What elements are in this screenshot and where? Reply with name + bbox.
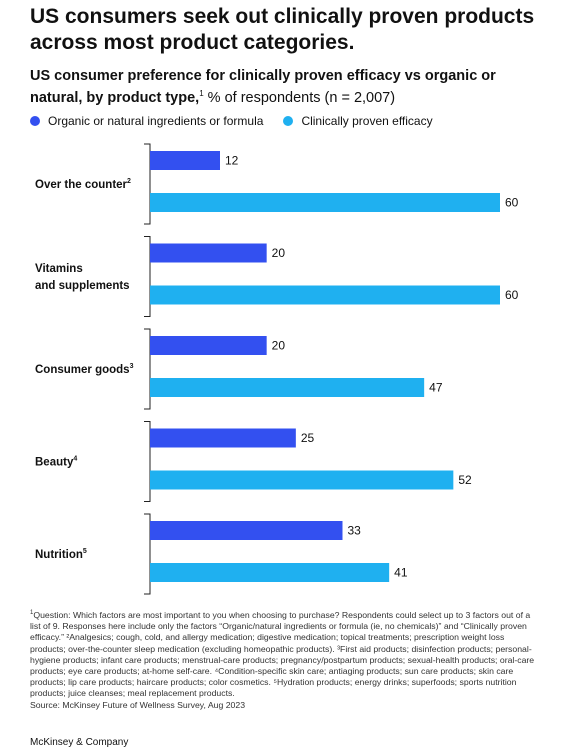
legend-swatch-clinical: [283, 116, 294, 126]
footnote-text: Question: Which factors are most importa…: [30, 609, 535, 699]
subtitle-rest: % of respondents (n = 2,007): [203, 89, 396, 106]
category-label: Nutrition5: [35, 548, 87, 561]
bar-organic: [150, 521, 343, 540]
category-label: Beauty4: [35, 456, 77, 469]
legend-label-clinical: Clinically proven efficacy: [301, 114, 433, 128]
bar-organic: [150, 151, 220, 170]
bar-clinical: [150, 563, 390, 582]
legend-item-organic: Organic or natural ingredients or formul…: [30, 114, 263, 128]
category-label: Over the counter2: [35, 178, 131, 191]
brand-logo-text: McKinsey & Company: [30, 737, 129, 748]
subtitle-footnote-ref: 1: [199, 89, 204, 98]
data-label: 12: [225, 154, 239, 168]
category-label: Vitamins and supplements: [35, 263, 130, 292]
data-label: 60: [505, 288, 519, 302]
category-label: Consumer goods3: [35, 363, 134, 376]
footnote-ref: 1: [30, 610, 34, 616]
chart-legend: Organic or natural ingredients or formul…: [30, 114, 453, 128]
category-bracket: [144, 236, 151, 317]
page-title: US consumers seek out clinically proven …: [30, 5, 535, 54]
data-label: 41: [394, 566, 408, 580]
category-bracket: [144, 143, 151, 225]
bar-clinical: [150, 470, 454, 490]
bar-clinical: [150, 378, 425, 397]
chart-subtitle: US consumer preference for clinically pr…: [30, 67, 550, 107]
bar-clinical: [150, 193, 500, 212]
bar-organic: [150, 428, 296, 448]
data-label: 25: [301, 431, 315, 445]
bar-chart: Over the counter2 12 60 Vitamins and supplem…: [35, 143, 519, 595]
legend-item-clinical: Clinically proven efficacy: [283, 114, 433, 128]
bar-organic: [150, 243, 267, 263]
subtitle-bold: US consumer preference for clinically pr…: [30, 68, 496, 106]
footnotes: 1Question: Which factors are most import…: [30, 608, 540, 711]
data-label: 20: [272, 246, 286, 260]
source-note: Source: McKinsey Future of Wellness Surv…: [30, 699, 246, 710]
category-bracket: [144, 421, 151, 502]
legend-label-organic: Organic or natural ingredients or formul…: [48, 114, 264, 128]
data-label: 60: [505, 196, 519, 210]
bar-clinical: [150, 285, 500, 305]
data-label: 33: [348, 524, 362, 538]
category-bracket: [144, 328, 151, 410]
bar-organic: [150, 336, 267, 355]
data-label: 52: [458, 473, 472, 487]
category-bracket: [144, 513, 151, 595]
data-label: 20: [272, 339, 286, 353]
legend-swatch-organic: [30, 116, 40, 126]
data-label: 47: [429, 381, 443, 395]
